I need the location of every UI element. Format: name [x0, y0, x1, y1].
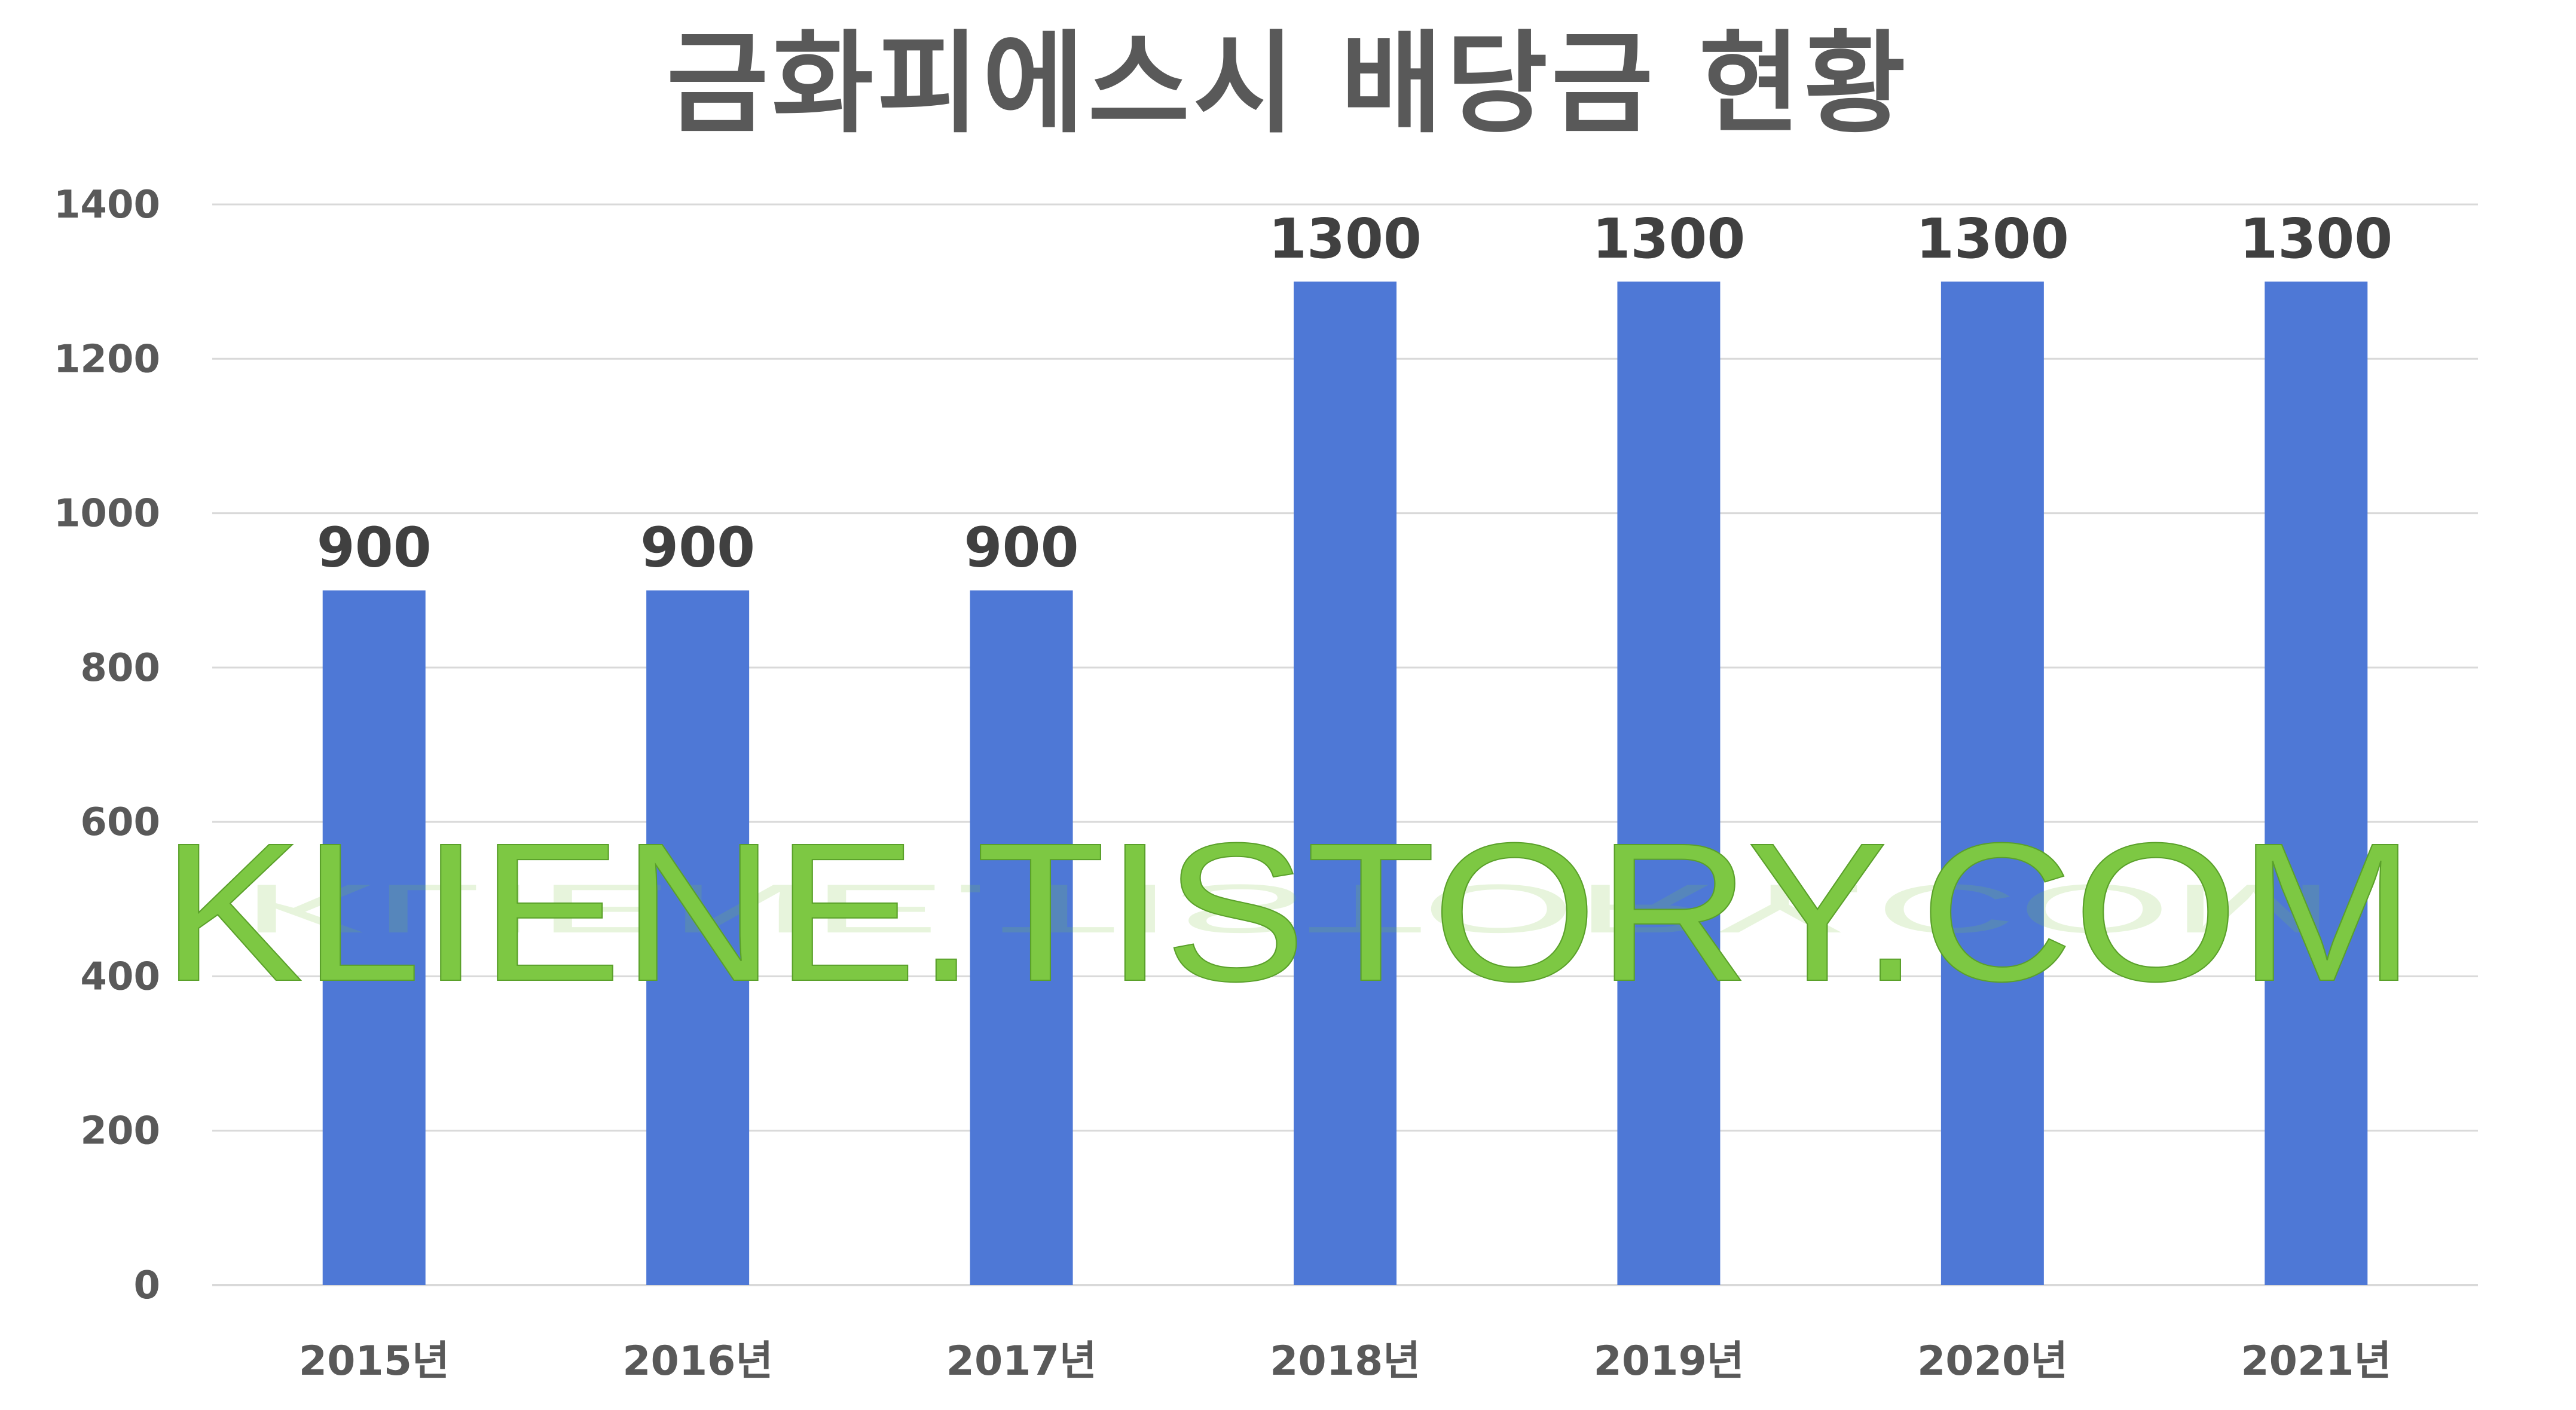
- x-tick-label: 2019년: [1594, 1338, 1744, 1385]
- data-label: 1300: [1916, 207, 2069, 271]
- y-tick-label: 200: [80, 1109, 160, 1154]
- bar: [1617, 282, 1721, 1286]
- watermark-text: KLIENE.TISTORY.COM: [161, 802, 2415, 1022]
- y-tick-label: 0: [133, 1264, 160, 1308]
- y-tick-label: 1400: [54, 183, 160, 227]
- data-label: 1300: [2239, 207, 2392, 271]
- data-label: 900: [640, 516, 755, 580]
- y-tick-label: 1200: [54, 337, 160, 381]
- bar: [1294, 282, 1397, 1286]
- bars: [322, 282, 2368, 1286]
- y-tick-label: 800: [80, 646, 160, 690]
- y-tick-label: 400: [80, 955, 160, 999]
- x-tick-label: 2021년: [2241, 1338, 2391, 1385]
- bar: [1941, 282, 2044, 1286]
- data-labels: 900 900 900 1300 1300 1300 1300: [317, 207, 2393, 580]
- watermark-reflection: KLIENE.TISTORY.COM: [242, 870, 2336, 947]
- x-tick-label: 2015년: [299, 1338, 450, 1385]
- y-tick-label: 1000: [54, 492, 160, 536]
- watermark: KLIENE.TISTORY.COM KLIENE.TISTORY.COM: [161, 801, 2416, 1023]
- bar: [970, 590, 1073, 1285]
- data-label: 1300: [1592, 207, 1745, 271]
- chart-title: 금화피에스시 배당금 현황: [666, 19, 1909, 148]
- bar: [2265, 282, 2368, 1286]
- data-label: 1300: [1269, 207, 1422, 271]
- x-tick-label: 2016년: [622, 1338, 773, 1385]
- data-label: 900: [964, 516, 1079, 580]
- x-tick-label: 2020년: [1917, 1338, 2068, 1385]
- y-tick-label: 600: [80, 800, 160, 845]
- bar: [322, 590, 426, 1285]
- x-axis-ticks: 2015년 2016년 2017년 2018년 2019년 2020년 2021년: [299, 1338, 2391, 1385]
- x-tick-label: 2018년: [1270, 1338, 1420, 1385]
- y-axis-ticks: 0 200 400 600 800 1000 1200 1400: [54, 183, 160, 1308]
- data-label: 900: [317, 516, 432, 580]
- x-tick-label: 2017년: [946, 1338, 1097, 1385]
- bar: [646, 590, 750, 1285]
